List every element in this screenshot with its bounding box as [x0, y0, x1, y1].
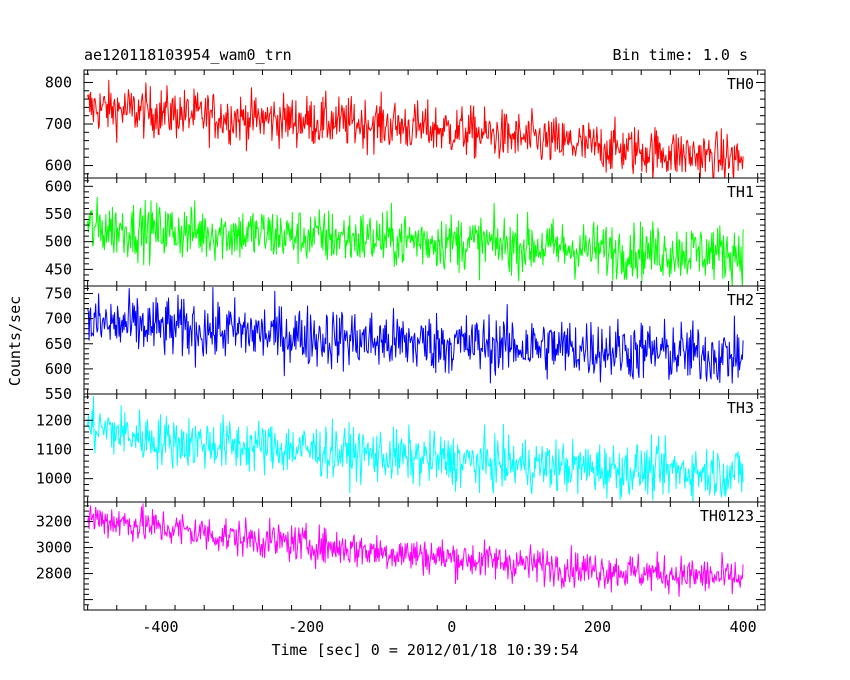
- panels-group: 600 700 800 TH0 450 500 550 600 TH1 550 600 650 700 7…: [36, 69, 766, 611]
- y-tick-label: 1000: [36, 470, 72, 488]
- y-tick-label: 700: [45, 310, 72, 328]
- panel-label-th1: TH1: [727, 183, 754, 201]
- series-line-th1: [87, 196, 744, 286]
- panel-th0123: 2800 3000 3200 TH0123: [36, 501, 766, 611]
- panel-th2: 550 600 650 700 750 TH2: [45, 285, 766, 403]
- series-line-th0123: [87, 503, 744, 597]
- panel-frame: [83, 501, 766, 611]
- x-tick-label: 400: [730, 618, 757, 636]
- y-tick-label: 550: [45, 385, 72, 403]
- y-tick-label: 500: [45, 233, 72, 251]
- x-tick-label: -200: [288, 618, 324, 636]
- x-axis-label: Time [sec] 0 = 2012/01/18 10:39:54: [271, 641, 578, 659]
- y-tick-label: 600: [45, 157, 72, 175]
- series-line-th3: [87, 396, 744, 502]
- y-tick-label: 3000: [36, 539, 72, 557]
- panel-th3: 1000 1100 1200 TH3: [36, 393, 766, 503]
- y-tick-label: 3200: [36, 513, 72, 531]
- panel-label-th3: TH3: [727, 399, 754, 417]
- series-line-th0: [87, 79, 744, 178]
- y-tick-label: 600: [45, 177, 72, 195]
- y-tick-label: 1200: [36, 411, 72, 429]
- x-axis: -400 -200 0 200 400: [142, 618, 756, 636]
- x-tick-label: 200: [584, 618, 611, 636]
- panel-label-th0: TH0: [727, 75, 754, 93]
- panel-th1: 450 500 550 600 TH1: [45, 177, 766, 287]
- y-tick-label: 1100: [36, 440, 72, 458]
- y-tick-label: 800: [45, 73, 72, 91]
- y-tick-label: 450: [45, 260, 72, 278]
- y-tick-label: 550: [45, 205, 72, 223]
- x-tick-label: -400: [142, 618, 178, 636]
- x-tick-label: 0: [447, 618, 456, 636]
- y-tick-label: 2800: [36, 565, 72, 583]
- series-line-th2: [87, 287, 744, 384]
- panel-th0: 600 700 800 TH0: [45, 69, 766, 179]
- y-tick-label: 650: [45, 335, 72, 353]
- bin-time-label: Bin time: 1.0 s: [613, 46, 748, 64]
- chart-title: ae120118103954_wam0_trn: [84, 46, 292, 64]
- y-tick-label: 600: [45, 360, 72, 378]
- y-tick-label: 700: [45, 115, 72, 133]
- y-axis-label: Counts/sec: [6, 296, 24, 386]
- panel-label-th0123: TH0123: [700, 507, 754, 525]
- panel-label-th2: TH2: [727, 291, 754, 309]
- y-tick-label: 750: [45, 285, 72, 303]
